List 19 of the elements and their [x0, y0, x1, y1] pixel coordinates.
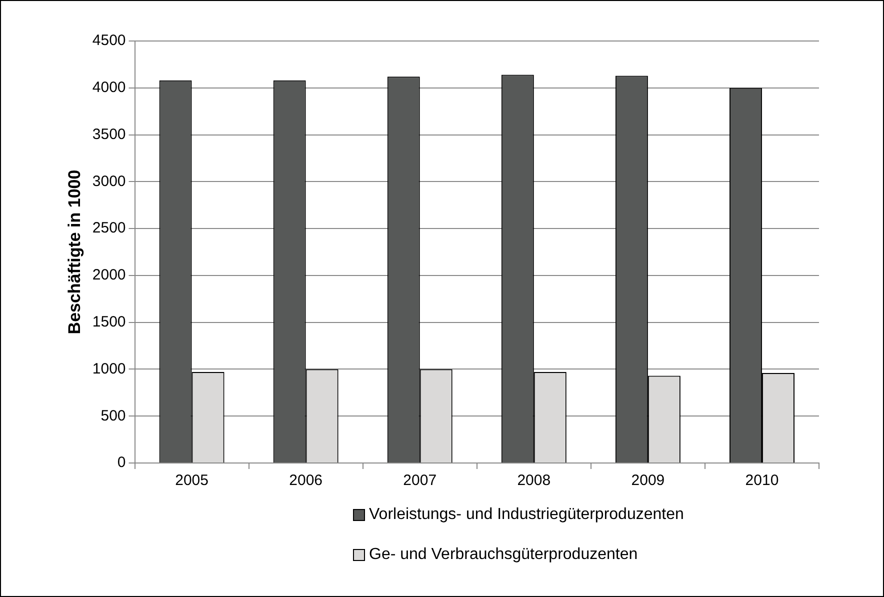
y-tick-label: 2500	[92, 220, 126, 237]
y-tick-label: 0	[117, 454, 126, 472]
x-tick-label: 2006	[289, 472, 323, 490]
y-tick-label: 500	[100, 407, 126, 424]
y-tick-label: 4000	[92, 79, 126, 96]
y-tick-label: 1000	[92, 360, 126, 378]
y-tick-label: 1500	[92, 313, 126, 330]
y-tick-label: 3500	[92, 126, 126, 143]
y-tick-label: 3000	[92, 172, 126, 190]
x-tick-label: 2008	[517, 472, 551, 490]
y-tick-label: 4500	[92, 32, 126, 50]
legend-label: Ge- und Verbrauchsgüterproduzenten	[369, 546, 638, 564]
y-axis-title: Beschäftigte in 1000	[64, 170, 84, 334]
x-tick-label: 2009	[631, 472, 665, 490]
legend-label: Vorleistungs- und Industriegüterproduzenten	[369, 506, 684, 524]
x-tick-label: 2010	[745, 472, 779, 490]
x-tick-label: 2007	[403, 472, 437, 490]
x-tick-label: 2005	[175, 472, 208, 490]
y-tick-label: 2000	[92, 266, 126, 284]
